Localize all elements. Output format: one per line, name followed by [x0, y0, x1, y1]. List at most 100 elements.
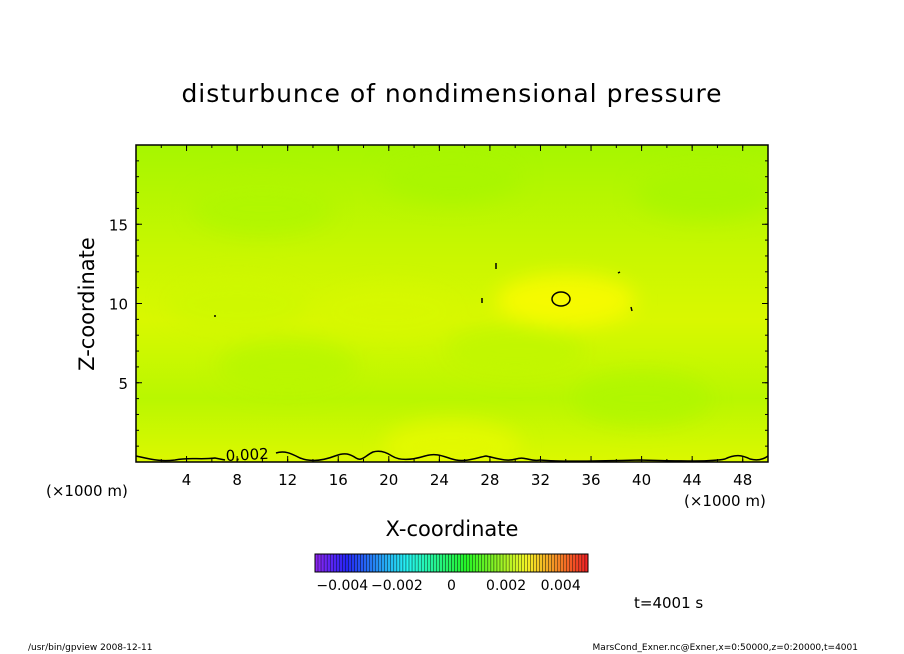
x-tick-label: 28	[480, 471, 499, 489]
x-tick-label: 20	[379, 471, 398, 489]
colorbar-swatch	[472, 553, 476, 573]
chart-title: disturbunce of nondimensional pressure	[181, 79, 722, 108]
colorbar-swatch	[381, 553, 385, 573]
colorbar-swatch	[457, 553, 461, 573]
colorbar-swatch	[393, 553, 398, 573]
x-tick-label: 12	[278, 471, 297, 489]
colorbar-swatch	[384, 553, 388, 573]
colorbar	[314, 553, 589, 573]
colorbar-swatch	[424, 553, 428, 573]
colorbar-swatch	[511, 553, 516, 573]
colorbar-swatch	[508, 553, 513, 573]
plot-area	[136, 145, 768, 462]
x-axis-label: X-coordinate	[386, 517, 519, 541]
colorbar-swatch	[445, 553, 449, 573]
x-tick-label: 44	[683, 471, 702, 489]
y-tick-label: 5	[118, 375, 128, 393]
colorbar-swatch	[375, 553, 379, 573]
colorbar-swatch	[420, 553, 425, 573]
colorbar-tick-label: −0.004	[316, 578, 368, 594]
colorbar-swatch	[505, 553, 510, 573]
contour-label: 0.002	[225, 445, 269, 465]
colorbar-swatch	[342, 553, 346, 573]
colorbar-swatch	[339, 553, 343, 573]
footer-left: /usr/bin/gpview 2008-12-11	[28, 643, 152, 653]
colorbar-swatch	[414, 553, 419, 573]
colorbar-swatch	[548, 553, 552, 573]
colorbar-swatch	[417, 553, 422, 573]
colorbar-swatch	[320, 553, 325, 573]
y-axis: 5 10 15	[109, 160, 768, 447]
colorbar-swatch	[427, 553, 431, 573]
x-tick-label: 16	[329, 471, 348, 489]
colorbar-swatch	[439, 553, 443, 573]
colorbar-swatch	[411, 553, 416, 573]
colorbar-swatch	[566, 553, 570, 573]
colorbar-swatch	[360, 553, 364, 573]
colorbar-swatch	[366, 553, 370, 573]
x-axis: 4 8 12 16 20 24 28 32 36 40 44 48	[160, 145, 752, 489]
colorbar-labels: −0.004 −0.002 0 0.002 0.004	[316, 578, 580, 594]
y-tick-label: 10	[109, 296, 128, 314]
colorbar-swatch	[530, 553, 534, 573]
colorbar-swatch	[563, 553, 567, 573]
colorbar-swatch	[536, 553, 540, 573]
colorbar-swatch	[487, 553, 492, 573]
x-tick-label: 4	[182, 471, 192, 489]
y-tick-label: 15	[109, 216, 128, 234]
colorbar-swatch	[572, 553, 577, 573]
field-region	[167, 277, 308, 330]
colorbar-swatch	[557, 553, 561, 573]
colorbar-swatch	[484, 553, 489, 573]
colorbar-swatch	[527, 553, 531, 573]
field-region	[495, 274, 636, 327]
contour-0.002-center	[551, 291, 571, 307]
colorbar-swatch	[433, 553, 437, 573]
contour-small-5	[617, 271, 621, 274]
x-unit-left: (×1000 m)	[46, 482, 128, 500]
colorbar-swatch	[329, 553, 334, 573]
colorbar-swatch	[481, 553, 486, 573]
colorbar-swatch	[326, 553, 331, 573]
contour-small-3	[630, 306, 633, 312]
colorbar-swatch	[333, 553, 337, 573]
field-region	[445, 325, 586, 378]
footer-right: MarsCond_Exner.nc@Exner,x=0:50000,z=0:20…	[593, 643, 858, 653]
colorbar-tick-label: 0.002	[486, 578, 526, 594]
colorbar-tick-label: 0	[447, 578, 456, 594]
time-label: t=4001 s	[634, 594, 703, 612]
colorbar-swatch	[354, 553, 358, 573]
colorbar-swatch	[378, 553, 382, 573]
colorbar-swatch	[442, 553, 446, 573]
colorbar-swatch	[430, 553, 434, 573]
colorbar-swatch	[405, 553, 410, 573]
colorbar-swatch	[581, 553, 586, 573]
colorbar-swatch	[475, 553, 479, 573]
colorbar-swatch	[542, 553, 546, 573]
colorbar-swatch	[533, 553, 537, 573]
colorbar-swatch	[515, 553, 519, 573]
colorbar-swatch	[521, 553, 525, 573]
colorbar-swatch	[323, 553, 328, 573]
colorbar-swatch	[336, 553, 340, 573]
colorbar-swatch	[399, 553, 404, 573]
colorbar-swatch	[372, 553, 376, 573]
x-tick-label: 32	[531, 471, 550, 489]
colorbar-swatch	[387, 553, 392, 573]
x-tick-label: 24	[430, 471, 449, 489]
x-tick-label: 48	[733, 471, 752, 489]
colorbar-swatch	[554, 553, 558, 573]
colorbar-swatch	[466, 553, 470, 573]
colorbar-swatch	[345, 553, 349, 573]
colorbar-swatch	[575, 553, 580, 573]
y-axis-label: Z-coordinate	[75, 237, 99, 371]
colorbar-swatch	[451, 553, 455, 573]
colorbar-swatch	[348, 553, 352, 573]
colorbar-tick-label: −0.002	[371, 578, 423, 594]
colorbar-swatch	[502, 553, 507, 573]
field-region	[571, 372, 712, 425]
colorbar-swatch	[524, 553, 528, 573]
colorbar-swatch	[539, 553, 543, 573]
colorbar-swatch	[493, 553, 498, 573]
colorbar-swatch	[463, 553, 467, 573]
